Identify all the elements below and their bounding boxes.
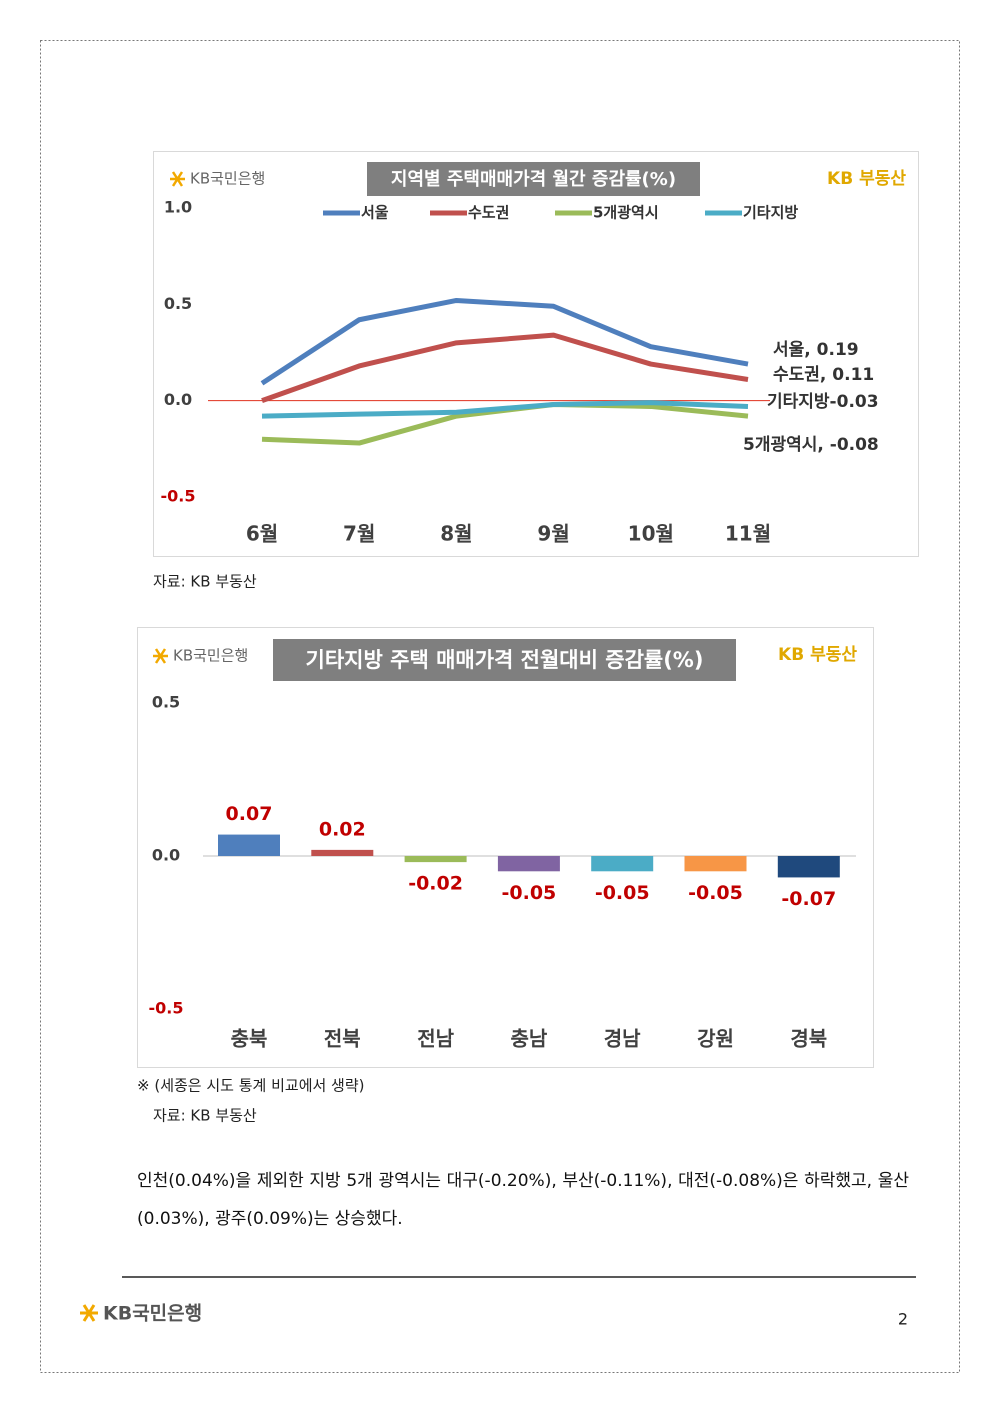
- chart-title: 기타지방 주택 매매가격 전월대비 증감률(%): [306, 648, 704, 672]
- logo: KB국민은행: [173, 647, 248, 665]
- x-tick-label: 전북: [324, 1027, 361, 1051]
- y-tick-label: 0.0: [164, 390, 192, 409]
- value-label: -0.07: [781, 888, 836, 910]
- paragraph: 인천(0.04%)을 제외한 지방 5개 광역시는 대구(-0.20%), 부산…: [137, 1171, 909, 1229]
- x-tick-label: 강원: [697, 1027, 734, 1051]
- y-tick-label: 0.0: [152, 846, 180, 865]
- value-label: -0.05: [595, 882, 650, 904]
- x-tick-label: 경북: [790, 1027, 827, 1051]
- brand: KB 부동산: [778, 645, 857, 665]
- series-line: [260, 297, 749, 386]
- legend-label: 5개광역시: [593, 204, 659, 222]
- value-label: -0.02: [408, 873, 463, 895]
- brand: KB 부동산: [827, 169, 906, 189]
- x-tick-label: 11월: [725, 522, 771, 546]
- note: ※ (세종은 시도 통계 비교에서 생략): [137, 1077, 365, 1095]
- legend-label: 서울: [361, 204, 389, 222]
- bar: [684, 856, 747, 872]
- x-tick-label: 8월: [440, 522, 472, 546]
- end-label: 수도권, 0.11: [773, 365, 874, 385]
- y-tick-label: -0.5: [149, 999, 184, 1018]
- end-label: 기타지방-0.03: [767, 392, 879, 412]
- x-tick-label: 7월: [343, 522, 375, 546]
- title-box: [273, 639, 736, 681]
- x-tick-label: 9월: [537, 522, 569, 546]
- x-tick-label: 전남: [417, 1027, 454, 1051]
- x-tick-label: 충남: [510, 1027, 547, 1051]
- legend-label: 기타지방: [743, 204, 798, 222]
- bar: [777, 856, 840, 878]
- legend-label: 수도권: [468, 204, 509, 222]
- title-box: [367, 162, 700, 196]
- source: 자료: KB 부동산: [153, 573, 257, 591]
- end-label: 서울, 0.19: [773, 340, 859, 360]
- bar: [497, 856, 560, 872]
- chart-frame: [153, 151, 919, 557]
- y-tick-label: 0.5: [164, 294, 192, 313]
- value-label: 0.02: [319, 818, 366, 840]
- value-label: 0.07: [226, 803, 273, 825]
- x-tick-label: 10월: [628, 522, 674, 546]
- page-number: 2: [898, 1310, 908, 1329]
- source: 자료: KB 부동산: [153, 1107, 257, 1125]
- y-tick-label: -0.5: [161, 487, 196, 506]
- bar: [311, 849, 374, 856]
- x-tick-label: 6월: [246, 522, 278, 546]
- x-tick-label: 경남: [604, 1027, 641, 1051]
- page-border: [40, 40, 960, 1373]
- series-line: [261, 332, 749, 404]
- logo: KB국민은행: [190, 170, 265, 188]
- footer-logo-icon: [80, 1304, 98, 1322]
- value-label: -0.05: [688, 882, 743, 904]
- x-tick-label: 충북: [231, 1027, 268, 1051]
- bar: [591, 856, 654, 872]
- series-line: [261, 400, 749, 419]
- footer-logo: KB국민은행: [103, 1303, 202, 1325]
- logo-icon: [153, 648, 168, 664]
- logo-mark: [153, 648, 168, 664]
- end-label: 5개광역시, -0.08: [743, 435, 879, 455]
- bar: [404, 856, 467, 863]
- bar: [218, 834, 280, 856]
- chart-title: 지역별 주택매매가격 월간 증감률(%): [391, 169, 676, 190]
- y-tick-label: 0.5: [152, 693, 180, 712]
- value-label: -0.05: [502, 882, 557, 904]
- logo-icon: [170, 171, 185, 187]
- y-tick-label: 1.0: [164, 198, 192, 217]
- logo-mark: [170, 171, 185, 187]
